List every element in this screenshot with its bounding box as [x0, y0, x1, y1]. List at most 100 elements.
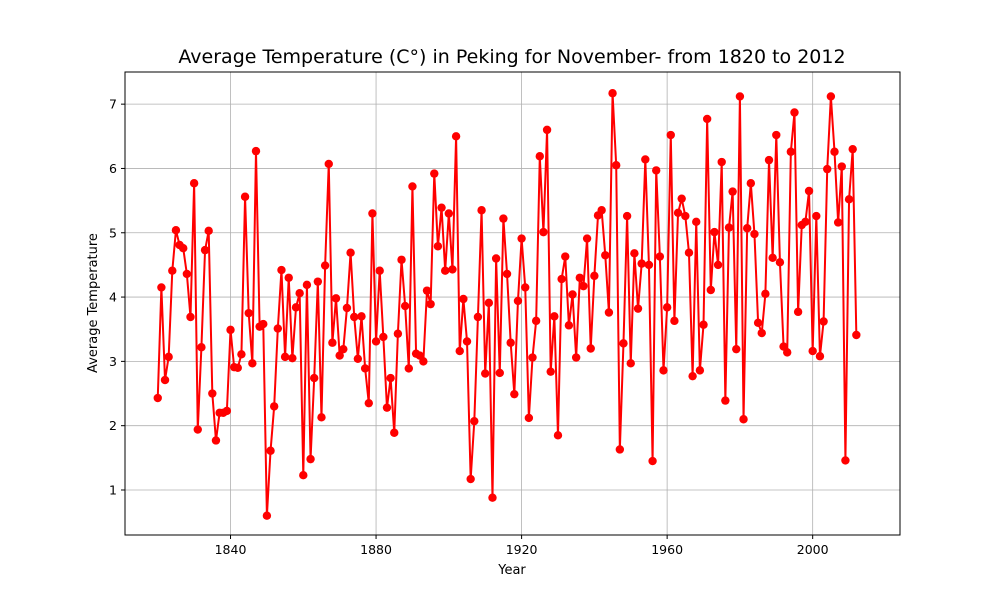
- data-point: [757, 328, 766, 338]
- data-point: [280, 352, 290, 362]
- data-point: [481, 369, 490, 378]
- data-point: [513, 296, 523, 306]
- data-point: [550, 312, 559, 321]
- data-point: [426, 299, 435, 309]
- data-point: [848, 144, 857, 154]
- data-point: [728, 187, 737, 196]
- data-point: [390, 428, 399, 437]
- data-point: [350, 312, 359, 322]
- data-point: [517, 234, 526, 243]
- data-point: [564, 321, 574, 330]
- data-point: [208, 389, 217, 398]
- data-point: [739, 415, 748, 424]
- data-point: [597, 206, 606, 215]
- data-point: [386, 373, 395, 383]
- x-axis-label: Year: [497, 563, 526, 578]
- data-point: [844, 195, 854, 204]
- y-axis: 1 2 3 4 5 6 7: [109, 97, 125, 497]
- data-point: [375, 266, 384, 275]
- data-point: [561, 252, 570, 261]
- data-point: [324, 159, 333, 169]
- data-point: [186, 312, 195, 322]
- data-point: [335, 351, 344, 360]
- data-point: [637, 259, 646, 268]
- data-point: [477, 206, 486, 215]
- data-point: [430, 169, 439, 178]
- data-point: [790, 108, 799, 117]
- data-point: [346, 248, 355, 257]
- data-point: [364, 398, 373, 408]
- data-point: [433, 242, 443, 251]
- data-point: [506, 338, 515, 347]
- data-point: [455, 346, 464, 356]
- data-point: [451, 132, 461, 141]
- data-point: [193, 425, 202, 434]
- x-tick-label: 1880: [360, 542, 392, 557]
- chart-title: Average Temperature (C°) in Peking for N…: [178, 46, 845, 68]
- data-point: [233, 363, 242, 373]
- data-point: [852, 330, 861, 340]
- data-point: [164, 352, 173, 362]
- data-point: [179, 244, 188, 253]
- data-point: [357, 312, 366, 321]
- data-point: [393, 329, 403, 338]
- data-point: [459, 294, 468, 304]
- data-point: [615, 445, 625, 454]
- data-point: [168, 266, 177, 275]
- data-point: [641, 155, 650, 164]
- data-point: [608, 89, 617, 98]
- data-point: [706, 285, 715, 295]
- data-point: [830, 147, 839, 156]
- data-point: [648, 456, 657, 466]
- data-point: [404, 364, 413, 373]
- data-point: [786, 147, 796, 156]
- data-point: [750, 229, 759, 239]
- y-tick-label: 3: [109, 354, 117, 369]
- data-point: [557, 274, 566, 284]
- x-tick-label: 2000: [797, 542, 829, 557]
- data-point: [269, 402, 279, 411]
- data-point: [302, 280, 312, 290]
- data-point: [189, 179, 199, 188]
- data-point: [764, 155, 774, 165]
- data-point: [535, 152, 544, 161]
- data-point: [295, 289, 304, 298]
- data-point: [353, 354, 363, 363]
- data-point: [397, 255, 406, 264]
- data-point: [320, 261, 330, 270]
- data-point: [382, 403, 392, 412]
- data-point: [291, 303, 301, 312]
- data-point: [775, 258, 785, 267]
- data-point: [204, 226, 213, 236]
- data-point: [666, 130, 675, 140]
- data-point: [819, 317, 828, 326]
- data-point: [546, 367, 555, 376]
- data-point: [182, 269, 192, 279]
- data-point: [200, 245, 210, 255]
- data-point: [484, 298, 494, 308]
- y-tick-label: 4: [109, 290, 117, 305]
- data-point: [157, 283, 166, 292]
- data-point: [644, 260, 654, 270]
- data-point: [746, 179, 756, 188]
- data-point: [695, 366, 705, 375]
- data-point: [251, 146, 261, 156]
- data-point: [568, 290, 577, 299]
- data-point: [313, 277, 323, 286]
- data-point: [266, 446, 275, 455]
- data-point: [495, 368, 504, 378]
- data-point: [622, 211, 632, 221]
- data-point: [473, 312, 483, 322]
- data-point: [571, 353, 581, 362]
- data-point: [299, 471, 308, 480]
- data-point: [524, 413, 534, 423]
- data-point: [310, 373, 319, 383]
- data-point: [579, 281, 588, 291]
- data-point: [710, 227, 719, 237]
- data-point: [171, 225, 181, 235]
- data-point: [699, 320, 708, 329]
- data-point: [371, 337, 381, 346]
- data-point: [826, 92, 836, 101]
- data-point: [491, 254, 501, 263]
